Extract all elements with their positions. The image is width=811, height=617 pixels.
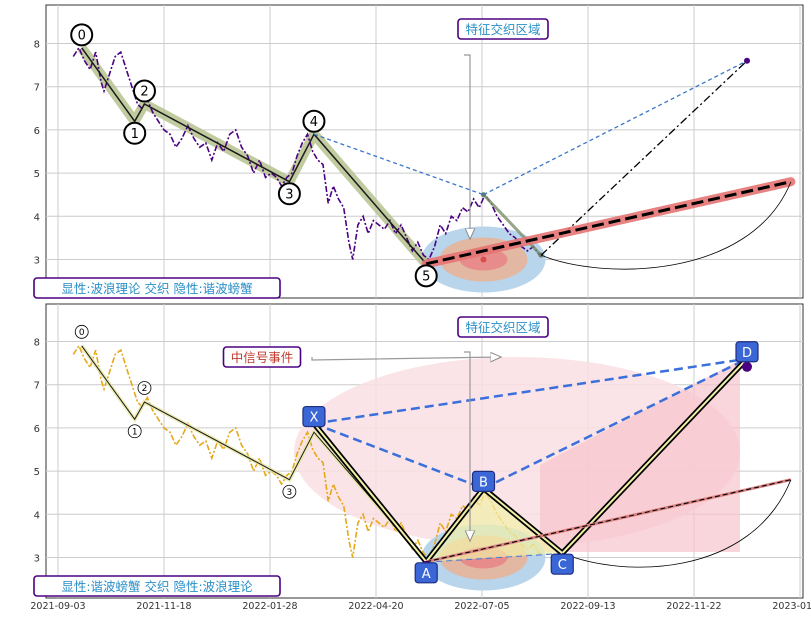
event-label [222, 346, 302, 368]
event-arrow [311, 357, 500, 360]
top-annotation-text: 特征交织区域 [465, 22, 540, 37]
wave-label-2-text: 2 [142, 384, 148, 394]
bottom-legend-text: 显性:谐波螃蟹 交织 隐性:波浪理论 [61, 579, 253, 594]
top-frame [45, 4, 804, 299]
top-legend [33, 277, 281, 299]
wave-label-5-text: 5 [422, 270, 430, 285]
annotation-arrow [464, 54, 470, 238]
harmonic-dash-BD [482, 357, 748, 490]
wave-label-3 [282, 484, 297, 499]
wave-label-3-text: 3 [287, 488, 293, 498]
harmonic-dash-XB [313, 422, 484, 490]
wave-label-2-text: 2 [140, 85, 148, 100]
wave-label-0-text: 0 [78, 29, 86, 44]
harmonic-label-B-text: B [479, 475, 488, 490]
wave-label-0 [74, 324, 89, 339]
event-label-text: 中信号事件 [231, 350, 294, 365]
wave-label-1-text: 1 [132, 428, 138, 438]
harmonic-dash-XD [313, 357, 748, 425]
y-tick-label: 6 [34, 126, 40, 137]
projection-target [744, 57, 750, 64]
wave-label-1 [123, 121, 147, 145]
x-tick-label: 2022-07-05 [454, 601, 509, 612]
x-tick-label: 2022-11-22 [666, 601, 721, 612]
y-tick-label: 4 [34, 510, 40, 521]
x-tick-label: 2022-01-28 [242, 601, 297, 612]
x-axis: 2021-09-03 2021-11-18 2022-01-28 2022-04-20… [30, 601, 811, 612]
x-tick-label: 2023-01-31 [772, 601, 811, 612]
projection-blue-2 [483, 60, 748, 196]
y-tick-label: 8 [34, 40, 40, 51]
y-tick-label: 5 [34, 467, 40, 478]
x-tick-label: 2021-09-03 [30, 601, 85, 612]
wave-label-4 [302, 109, 326, 133]
wave-label-2 [137, 381, 152, 395]
highlight-region [540, 360, 740, 552]
harmonic-label-C-text: C [558, 558, 567, 573]
top-annotation [457, 18, 549, 40]
harmonic-label-X [302, 405, 326, 428]
y-tick-label: 3 [34, 554, 40, 565]
projection-arc [562, 479, 792, 568]
wave-line [81, 47, 427, 265]
wave-line [81, 345, 427, 563]
wave-label-2 [132, 79, 156, 103]
bottom-annotation [457, 316, 549, 338]
y-tick-label: 8 [34, 338, 40, 349]
harmonic-label-D-text: D [742, 346, 752, 361]
trend-line [425, 180, 792, 266]
harmonic-label-D [735, 341, 759, 363]
y-tick-label: 7 [34, 83, 40, 94]
wave-label-5 [414, 264, 438, 288]
projection-dashdot [540, 60, 748, 256]
bottom-annotation-text: 特征交织区域 [465, 320, 540, 335]
top-legend-text: 显性:波浪理论 交织 隐性:谐波螃蟹 [61, 281, 252, 296]
projection-blue-1 [313, 133, 484, 196]
y-tick-label: 3 [34, 256, 40, 267]
harmonic-label-A-text: A [422, 567, 431, 582]
wave-label-3 [277, 182, 301, 206]
wave-label-0-text: 0 [79, 328, 85, 338]
harmonic-label-C [550, 553, 574, 575]
tail-line [482, 193, 543, 257]
y-tick-label: 6 [34, 424, 40, 435]
wave-label-1 [127, 424, 142, 439]
d-dot [742, 361, 752, 372]
x-tick-label: 2021-11-18 [136, 601, 191, 612]
wave-label-0 [70, 23, 94, 47]
wave-label-3-text: 3 [285, 187, 293, 202]
harmonic-label-B [471, 470, 496, 492]
annotation-arrow [464, 351, 470, 540]
y-tick-label: 4 [34, 212, 40, 223]
x-tick-label: 2022-04-20 [348, 601, 403, 612]
bottom-legend [33, 575, 281, 597]
zone-center [480, 256, 487, 263]
harmonic-label-X-text: X [309, 411, 318, 426]
y-tick-label: 5 [34, 169, 40, 180]
x-tick-label: 2022-09-13 [560, 601, 615, 612]
y-tick-label: 7 [34, 381, 40, 392]
trend-line [426, 479, 792, 563]
wave-label-4-text: 4 [310, 115, 318, 130]
harmonic-fill-abc [426, 488, 563, 562]
harmonic-label-A [414, 562, 438, 584]
projection-arc [540, 181, 792, 270]
wave-label-1-text: 1 [131, 127, 139, 142]
